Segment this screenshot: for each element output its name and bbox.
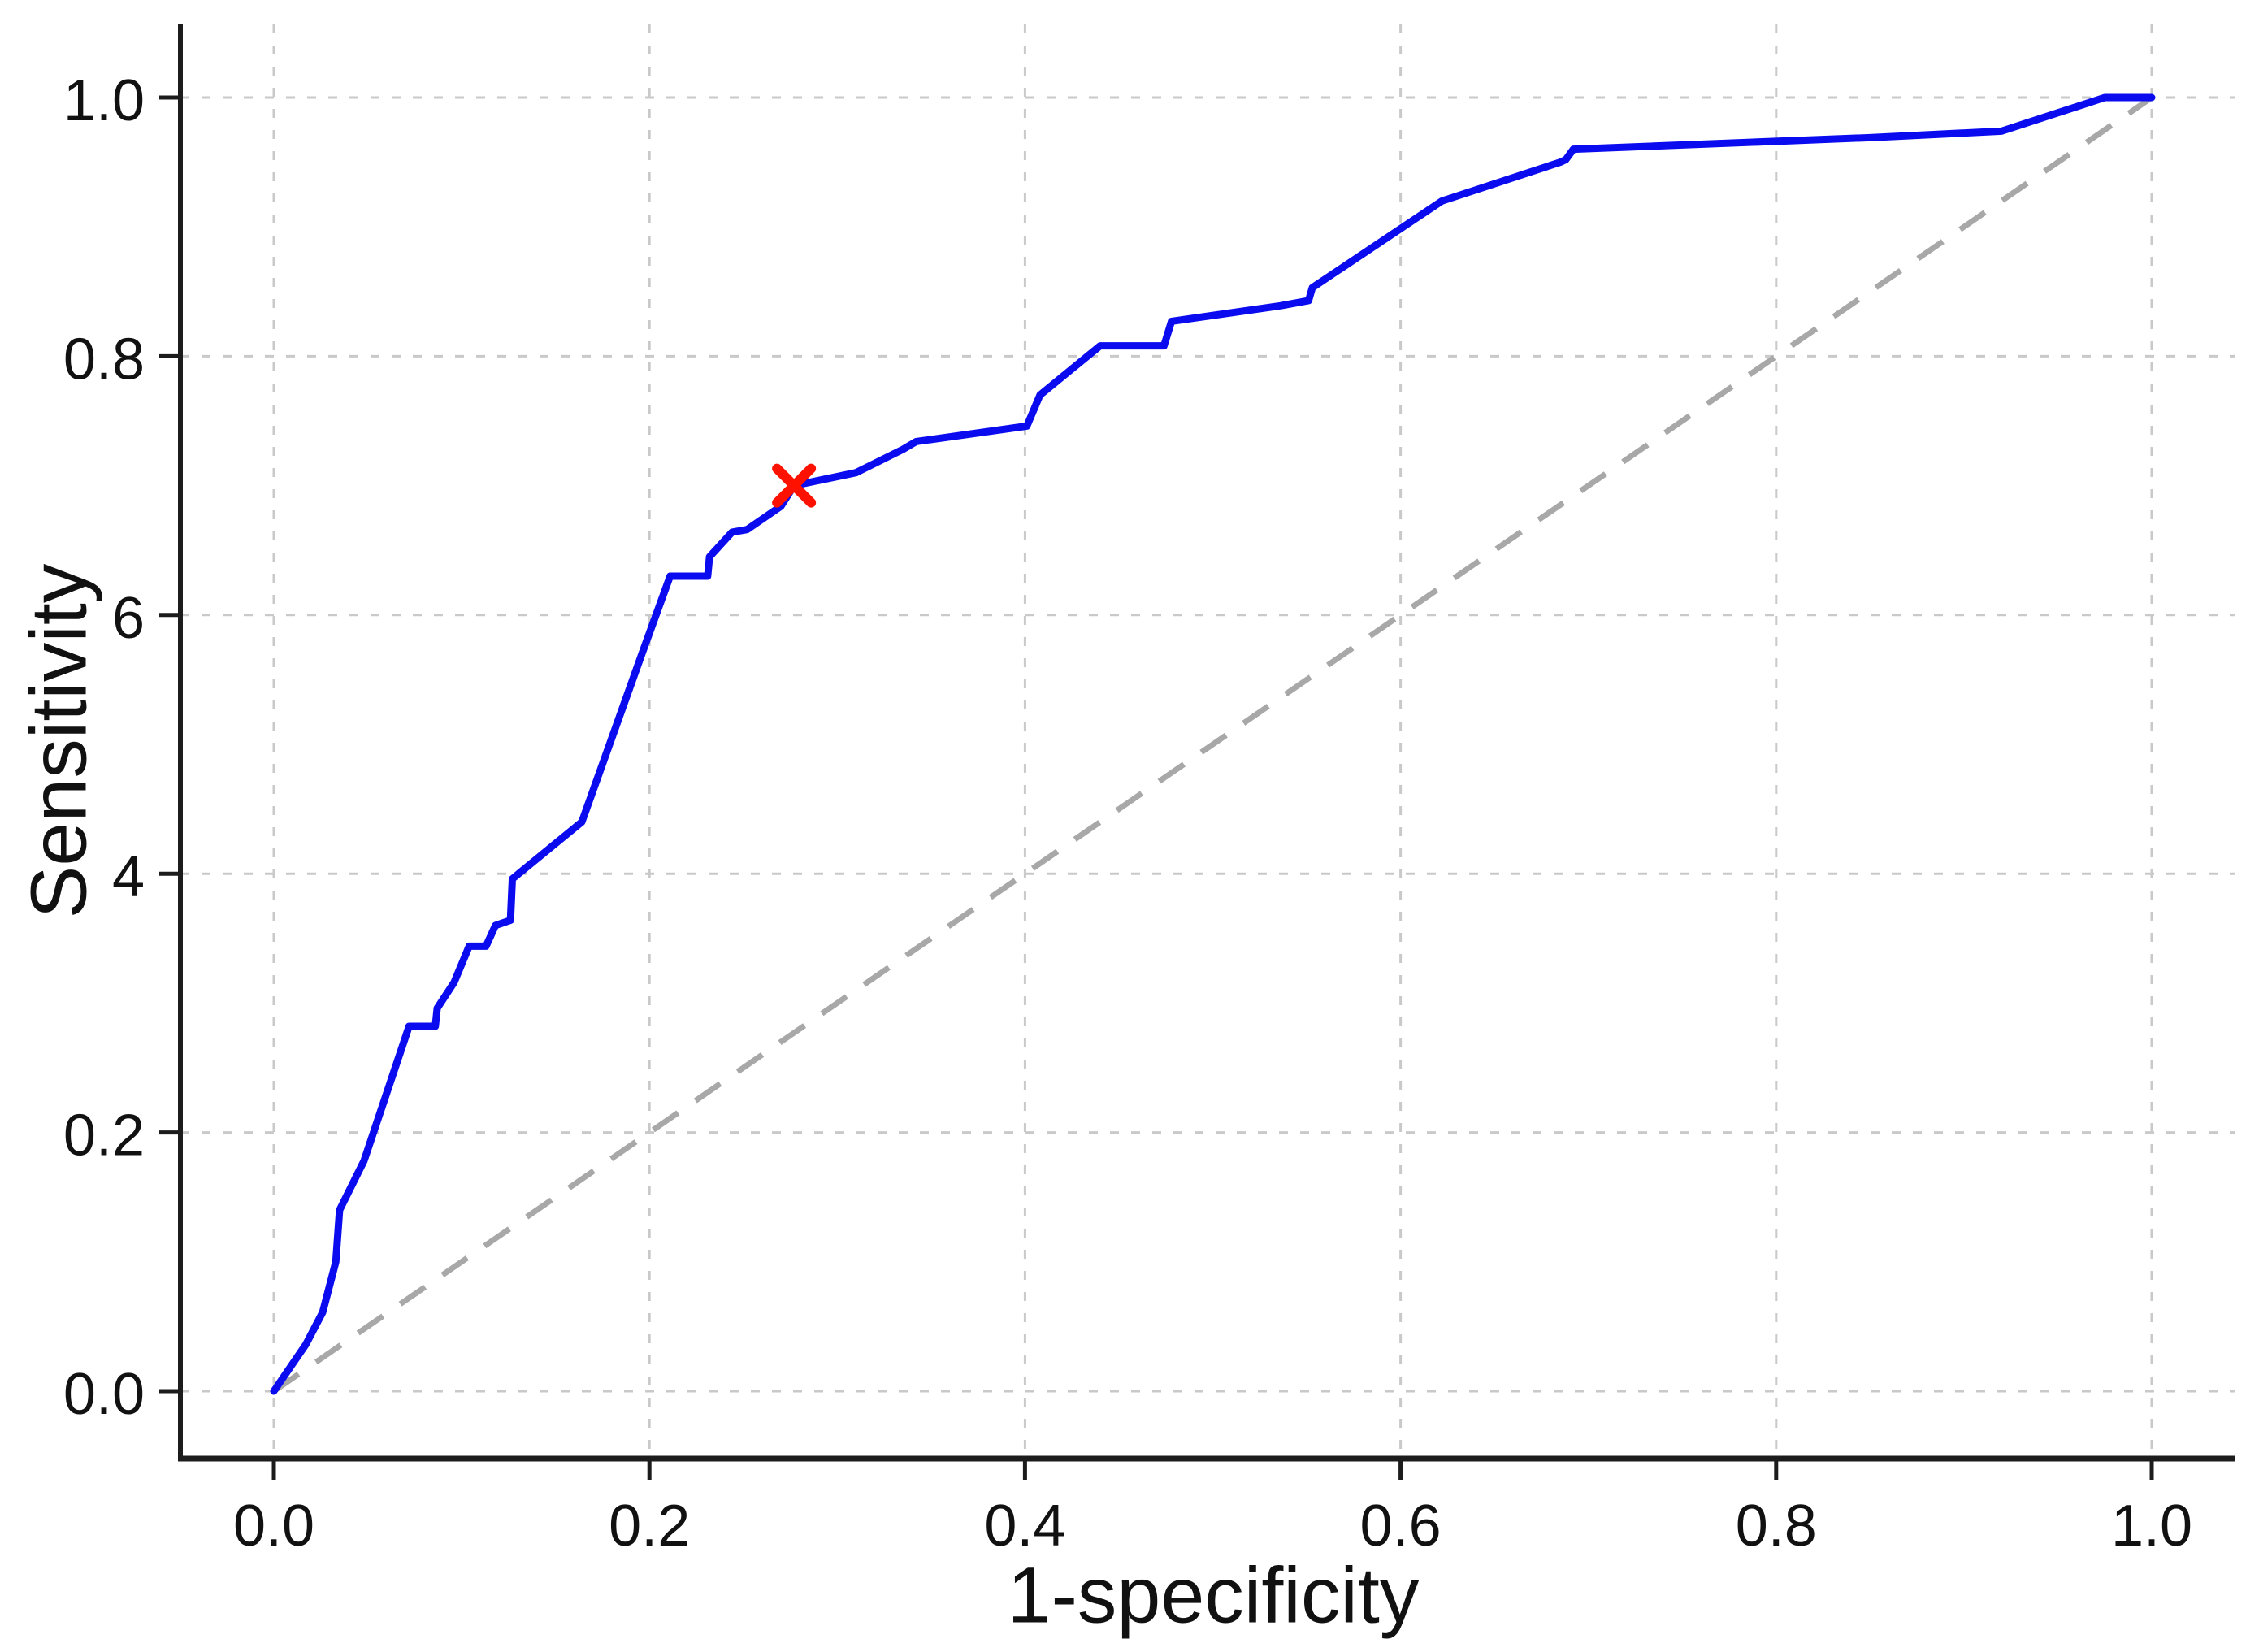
y-tick-label: 1.0 [63,68,145,133]
y-tick-label: 0.8 [63,327,145,392]
marker-stroke [772,463,817,508]
x-tick-label: 0.2 [609,1494,690,1559]
y-tick-label: 0.2 [63,1104,145,1169]
x-tick-label: 1.0 [2111,1494,2192,1559]
y-tick-label: 4 [112,844,145,909]
x-axis-title: 1-specificity [1008,1551,1420,1640]
y-axis-title: Sensitivity [15,563,103,918]
y-tick-label: 6 [112,586,145,651]
x-tick-label: 0.6 [1360,1494,1442,1559]
grid-layer [180,24,2235,1459]
operating-point-marker [772,463,817,508]
roc-curve-line [270,93,2156,1395]
y-tick-label: 0.0 [63,1362,145,1427]
axes-layer: 0.0 0.2 0.4 0.6 0.8 1.0 0.0 0.2 4 6 0.8 1.0 [63,24,2235,1559]
chance-diagonal-line [272,95,2153,1394]
x-tick-label: 0.8 [1736,1494,1817,1559]
x-tick-label: 0.0 [233,1494,314,1559]
x-tick-label: 0.4 [984,1494,1065,1559]
series-layer [270,93,2156,1395]
